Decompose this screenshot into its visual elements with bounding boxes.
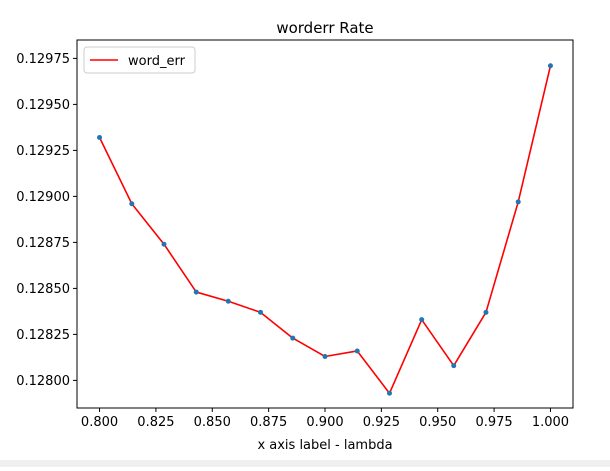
data-point bbox=[419, 317, 425, 323]
legend-item-label: word_err bbox=[128, 54, 186, 69]
x-tick-label: 0.825 bbox=[137, 415, 174, 430]
axes-frame bbox=[76, 39, 574, 409]
y-tick-label: 0.12950 bbox=[16, 98, 70, 113]
data-point bbox=[225, 298, 231, 304]
series-layer bbox=[97, 63, 553, 396]
plot-area bbox=[77, 40, 573, 408]
data-point bbox=[97, 135, 103, 141]
y-tick-label: 0.12850 bbox=[16, 282, 70, 297]
y-tick-label: 0.12825 bbox=[16, 328, 70, 343]
legend: word_err bbox=[83, 46, 196, 74]
y-tick-label: 0.12925 bbox=[16, 144, 70, 159]
y-tick-label: 0.12975 bbox=[16, 52, 70, 67]
data-point bbox=[451, 363, 457, 369]
chart-title: worderr Rate bbox=[276, 19, 373, 37]
x-tick-label: 0.800 bbox=[81, 415, 118, 430]
x-axis-label: x axis label - lambda bbox=[257, 438, 392, 453]
y-tick-label: 0.12875 bbox=[16, 236, 70, 251]
x-tick-label: 1.000 bbox=[532, 415, 569, 430]
data-point bbox=[290, 335, 296, 341]
window-bottom-strip bbox=[0, 460, 610, 467]
data-point bbox=[354, 348, 360, 354]
data-point bbox=[386, 390, 392, 396]
data-point bbox=[483, 309, 489, 315]
data-point bbox=[161, 241, 167, 247]
y-axis-ticks: 0.12800 0.12825 0.12850 0.12875 0.12900 0.129… bbox=[16, 52, 77, 389]
legend-box bbox=[83, 46, 196, 74]
data-point bbox=[258, 309, 264, 315]
y-tick-label: 0.12900 bbox=[16, 190, 70, 205]
x-tick-label: 0.875 bbox=[250, 415, 287, 430]
data-point bbox=[193, 289, 199, 295]
x-tick-label: 0.925 bbox=[363, 415, 400, 430]
x-axis-ticks: 0.800 0.825 0.850 0.875 0.900 0.925 0.950 0.975… bbox=[81, 408, 569, 430]
data-point bbox=[129, 201, 135, 207]
x-tick-label: 0.850 bbox=[194, 415, 231, 430]
y-tick-label: 0.12800 bbox=[16, 374, 70, 389]
data-point bbox=[547, 63, 553, 69]
x-tick-label: 0.900 bbox=[306, 415, 343, 430]
data-point bbox=[515, 199, 521, 205]
data-point bbox=[322, 353, 328, 359]
x-tick-label: 0.975 bbox=[475, 415, 512, 430]
x-tick-label: 0.950 bbox=[419, 415, 456, 430]
